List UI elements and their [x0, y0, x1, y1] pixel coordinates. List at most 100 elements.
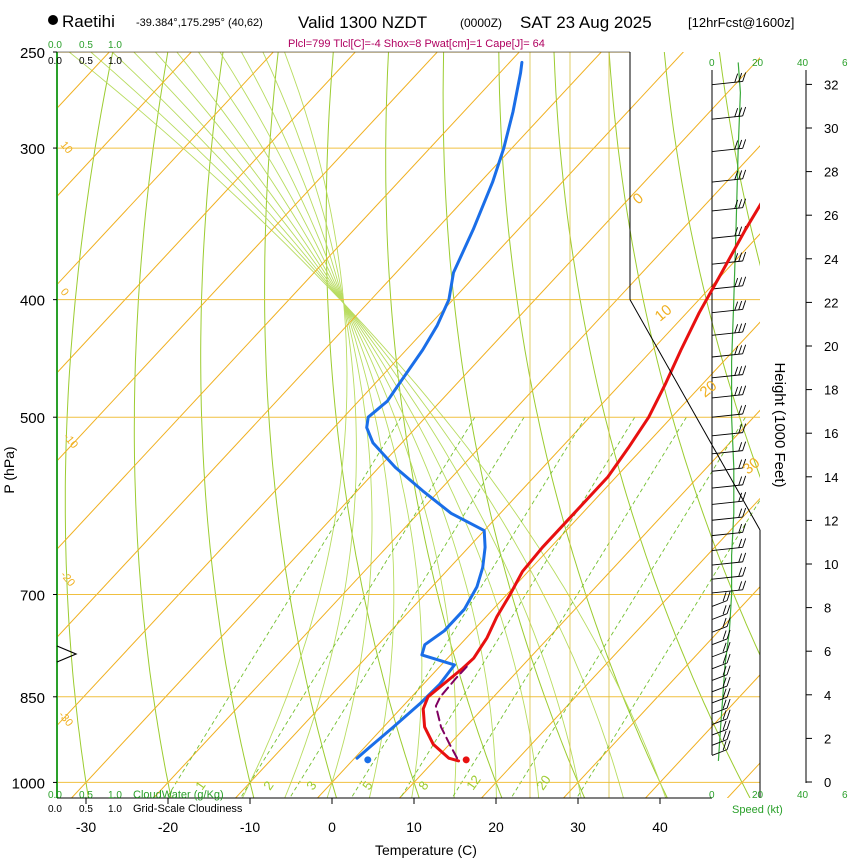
- height-tick-label: 20: [824, 339, 838, 354]
- wind-barb-flag: [738, 72, 743, 83]
- wind-barb-staff: [711, 638, 728, 646]
- wind-barb-flag: [726, 730, 731, 740]
- dry-adiabat-label: 30: [740, 454, 764, 478]
- wind-barb-flag: [722, 688, 727, 698]
- wind-barb-staff: [711, 546, 743, 552]
- mixing-ratio-line: [510, 416, 746, 798]
- x-tick-label: -20: [158, 819, 178, 835]
- wind-barb-flag: [734, 277, 739, 288]
- moist-adiabat-line: [197, 52, 423, 798]
- height-tick-label: 28: [824, 165, 838, 180]
- wind-barb-flag: [722, 699, 727, 709]
- wind-barb-staff: [711, 600, 728, 607]
- moist-adiabat-line: [90, 52, 624, 798]
- wind-barb-flag: [742, 404, 747, 415]
- hodograph-panel-outline: [711, 62, 742, 761]
- wind-barb-flag: [734, 73, 739, 83]
- isotherm-line: [57, 52, 274, 286]
- wind-barb-flag: [734, 253, 739, 263]
- lcl-marker-icon: [56, 645, 78, 663]
- station-dot-icon: [48, 15, 58, 25]
- moist-adiabat-line: [154, 52, 497, 798]
- isotherm-line: [57, 52, 438, 462]
- wind-barb-flag: [742, 169, 747, 179]
- wind-barb-flag: [722, 741, 727, 751]
- moist-adiabat-line: [240, 52, 373, 798]
- wind-barb-flag: [742, 523, 747, 533]
- moist-adiabat-line: [111, 52, 582, 798]
- wind-barb-flag: [722, 677, 727, 687]
- wind-barb-flag: [738, 476, 743, 486]
- p-tick-label: 850: [20, 690, 45, 707]
- wind-barb-staff: [711, 308, 743, 314]
- wind-barb-flag: [738, 107, 743, 117]
- height-axis-title: Height (1000 Feet): [771, 362, 788, 487]
- p-tick-label: 500: [20, 410, 45, 427]
- p-tick-label: 700: [20, 587, 45, 604]
- wind-barb-staff: [711, 353, 743, 358]
- cloud-bottom-green-0: 0.0: [48, 790, 62, 801]
- wind-barb-flag: [738, 366, 743, 376]
- forecast-label: [12hrFcst@1600z]: [688, 15, 794, 30]
- wind-barb-staff: [711, 234, 743, 239]
- surface-dewpoint: [364, 756, 372, 764]
- wind-barb-flag: [738, 508, 743, 518]
- wind-barb-staff: [711, 484, 743, 489]
- x-axis-title: Temperature (C): [375, 842, 477, 858]
- isotherm-label: -30: [56, 709, 75, 729]
- y-axis-title: P (hPa): [1, 446, 17, 493]
- cloud-bottom-black-0: 0.0: [48, 804, 62, 815]
- wind-barb-flag: [726, 653, 731, 664]
- height-tick-label: 4: [824, 688, 831, 703]
- mixing-ratio-label: 3: [303, 778, 319, 793]
- wind-bottom-6: 6: [842, 790, 848, 801]
- wind-barb-flag: [742, 552, 747, 563]
- wind-barb-flag: [734, 345, 739, 356]
- wind-barb-flag: [742, 441, 747, 451]
- wind-barb-flag: [738, 300, 743, 311]
- cloud-bottom-black-1: 0.5: [79, 804, 93, 815]
- dry-adiabat-line: [133, 52, 172, 798]
- dry-adiabat-line: [64, 52, 114, 798]
- wind-barb-flag: [722, 592, 727, 602]
- wind-barb-staff: [711, 589, 743, 594]
- wind-barb-staff: [711, 81, 743, 86]
- parcel-path-line: [434, 663, 470, 760]
- wind-barb-staff: [711, 207, 743, 212]
- wind-barb-flag: [726, 617, 731, 627]
- cloud-top-black-1: 0.5: [79, 56, 93, 67]
- wind-barb-flag: [742, 475, 747, 486]
- wind-barb-staff: [711, 626, 728, 633]
- cloud-bottom-black-label: Grid-Scale Cloudiness: [133, 803, 243, 815]
- moist-adiabat-line: [133, 52, 540, 798]
- height-tick-label: 14: [824, 470, 838, 485]
- wind-barb-staff: [711, 413, 743, 418]
- wind-barb-flag: [726, 665, 731, 675]
- isotherm-line: [644, 674, 760, 798]
- wind-speed-label: Speed (kt): [732, 804, 783, 816]
- isotherm-line: [57, 52, 192, 198]
- mixing-ratio-label: 20: [533, 772, 554, 792]
- valid-date: SAT 23 Aug 2025: [520, 13, 652, 32]
- isotherm-line: [57, 52, 684, 727]
- temperature-line: [421, 202, 760, 763]
- cloud-bottom-green-2: 1.0: [108, 790, 122, 801]
- wind-barb-flag: [734, 386, 739, 397]
- wind-barb-flag: [738, 277, 743, 287]
- height-tick-label: 12: [824, 513, 838, 528]
- valid-time: Valid 1300 NZDT: [298, 13, 427, 32]
- wind-barb-flag: [726, 709, 731, 719]
- wind-barb-flag: [742, 458, 747, 469]
- dry-adiabat-line: [663, 52, 760, 479]
- wind-barb-staff: [711, 516, 743, 521]
- height-tick-label: 16: [824, 426, 838, 441]
- wind-barb-staff: [711, 467, 743, 472]
- mixing-ratio-label: 2: [260, 778, 276, 793]
- wind-barb-flag: [742, 538, 747, 548]
- wind-barb-flag: [742, 423, 747, 433]
- dry-adiabat-label: 0: [630, 190, 647, 208]
- wind-barbs: [711, 72, 747, 756]
- cloud-bottom-green-label: CloudWater (g/Kg): [133, 789, 224, 801]
- wind-top-6: 6: [842, 58, 848, 69]
